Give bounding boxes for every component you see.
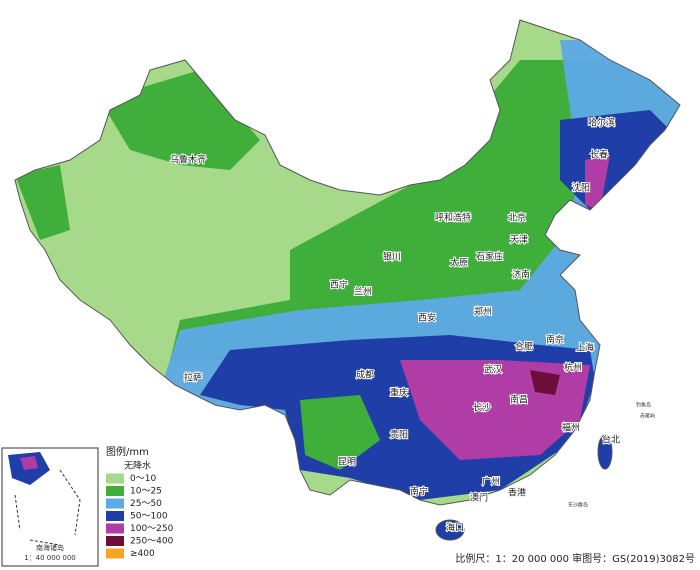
city: 南宁 bbox=[410, 486, 428, 498]
taiwan bbox=[597, 434, 613, 470]
legend-swatch bbox=[106, 548, 124, 559]
legend-label: 250～400 bbox=[130, 537, 174, 547]
city: 呼和浩特 bbox=[435, 212, 471, 224]
island-label: 赤尾屿 bbox=[640, 413, 655, 420]
legend-label: 无降水 bbox=[124, 460, 151, 472]
city: 济南 bbox=[512, 269, 530, 281]
island-label: 东沙群岛 bbox=[568, 502, 588, 509]
city: 北京 bbox=[508, 212, 526, 224]
legend-label: 25～50 bbox=[130, 499, 162, 509]
inset-title: 南海诸岛 bbox=[36, 543, 64, 552]
city: 天津 bbox=[510, 235, 528, 246]
city: 香港 bbox=[508, 487, 526, 499]
city: 上海 bbox=[576, 342, 594, 354]
city: 合肥 bbox=[515, 341, 533, 353]
city: 昆明 bbox=[338, 457, 356, 468]
legend-swatch bbox=[106, 473, 124, 484]
city: 乌鲁木齐 bbox=[170, 154, 206, 166]
city: 沈阳 bbox=[572, 182, 590, 194]
legend-label: ≥400 bbox=[130, 549, 155, 559]
inset: 南海诸岛 1：40 000 000 bbox=[1, 447, 99, 567]
city: 贵阳 bbox=[390, 429, 408, 441]
city: 哈尔滨 bbox=[588, 117, 615, 129]
city: 重庆 bbox=[390, 387, 408, 399]
legend-label: 100～250 bbox=[130, 524, 174, 534]
city: 南京 bbox=[546, 334, 564, 346]
city: 西安 bbox=[418, 312, 436, 324]
city: 台北 bbox=[602, 434, 620, 446]
footer: 比例尺：1：20 000 000 审图号：GS(2019)3082号 bbox=[455, 552, 695, 565]
legend-title: 图例/mm bbox=[106, 445, 149, 458]
city: 广州 bbox=[482, 476, 500, 488]
city: 成都 bbox=[356, 369, 374, 381]
city: 长沙 bbox=[473, 402, 491, 414]
city: 南昌 bbox=[510, 394, 528, 406]
legend: 图例/mm 无降水 0～10 10～25 25～50 50～100 100～250 250～… bbox=[100, 444, 220, 566]
city: 武汉 bbox=[484, 364, 502, 376]
city: 拉萨 bbox=[184, 372, 202, 384]
city: 银川 bbox=[383, 251, 401, 263]
city: 石家庄 bbox=[476, 251, 503, 263]
hainan bbox=[435, 519, 465, 541]
island-label: 钓鱼岛 bbox=[636, 402, 651, 409]
city: 西宁 bbox=[330, 279, 348, 291]
legend-swatch bbox=[106, 511, 124, 521]
legend-swatch bbox=[106, 486, 124, 496]
city: 海口 bbox=[446, 522, 464, 534]
city: 郑州 bbox=[474, 306, 492, 318]
legend-label: 10～25 bbox=[130, 487, 162, 497]
city: 太原 bbox=[450, 257, 468, 269]
city-labels: 乌鲁木齐 哈尔滨 长春 沈阳 呼和浩特 北京 天津 银川 太原 石家庄 济南 西… bbox=[169, 116, 621, 535]
city: 长春 bbox=[590, 149, 608, 161]
city: 兰州 bbox=[354, 286, 372, 298]
city: 福州 bbox=[562, 422, 580, 434]
legend-label: 50～100 bbox=[130, 512, 168, 522]
inset-scale: 1：40 000 000 bbox=[24, 554, 76, 562]
legend-swatch bbox=[106, 498, 124, 509]
city: 澳门 bbox=[470, 492, 488, 504]
legend-swatch bbox=[106, 536, 124, 546]
legend-swatch bbox=[106, 523, 124, 534]
legend-label: 0～10 bbox=[130, 474, 156, 484]
city: 杭州 bbox=[564, 362, 582, 374]
